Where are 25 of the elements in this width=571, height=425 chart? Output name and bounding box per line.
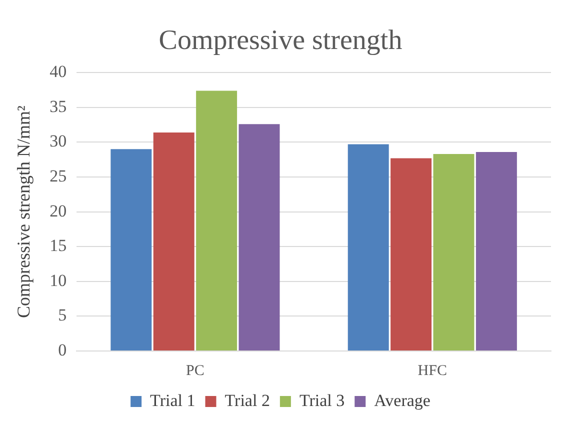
bar [196,90,238,350]
bar [348,144,389,350]
legend-label: Trial 2 [224,390,270,410]
y-tick-label: 25 [50,166,67,186]
y-axis-title: Compressive strength N/mm² [14,106,34,318]
y-tick-label: 10 [50,270,67,290]
y-tick-label: 20 [50,201,67,220]
y-tick-label: 5 [58,306,67,325]
chart-title: Compressive strength [158,25,402,56]
y-tick-label: 35 [50,96,67,116]
x-tick-label: PC [186,362,204,379]
bar [390,158,432,350]
bar [238,124,280,350]
bar [476,152,517,350]
legend-label: Average [374,390,430,410]
y-tick-label: 40 [50,62,67,82]
legend-label: Trial 1 [150,390,196,410]
x-tick-label: HFC [418,362,447,379]
bar [153,132,194,350]
y-tick-label: 30 [50,132,67,151]
bar [433,154,474,350]
y-tick-label: 0 [58,340,67,360]
legend-label: Trial 3 [299,390,345,410]
bar [110,149,152,350]
y-tick-label: 15 [50,236,67,256]
